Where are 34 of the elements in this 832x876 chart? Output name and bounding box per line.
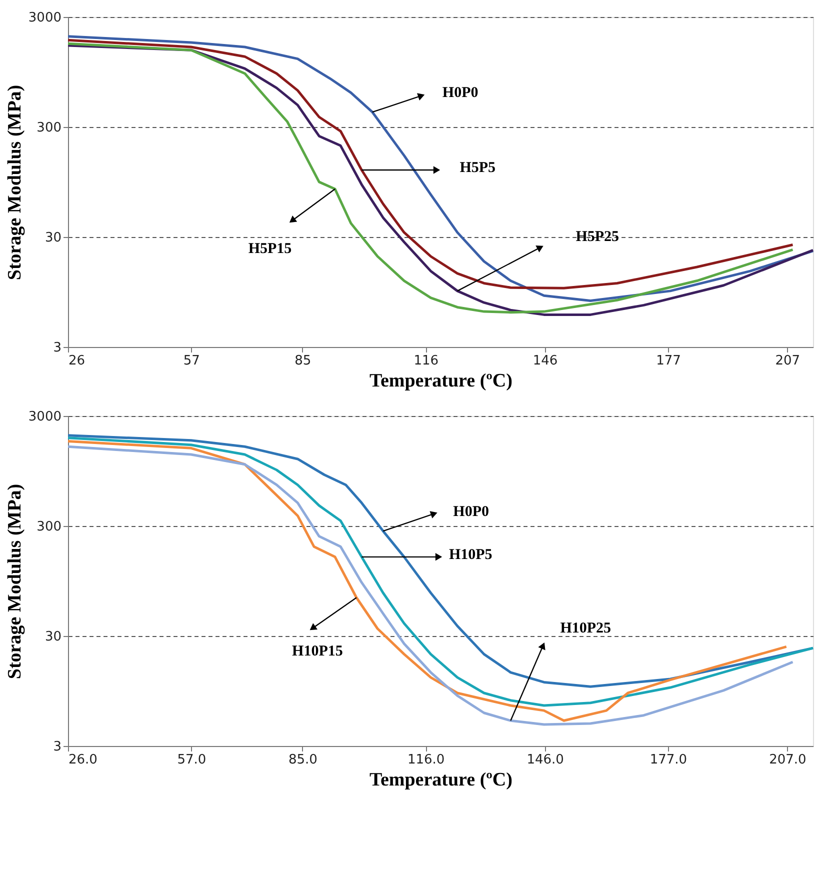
y-tick-label: 300 — [36, 120, 62, 136]
annotation: H5P25 — [576, 228, 620, 245]
x-tick-label: 177 — [656, 354, 681, 368]
annotation: H0P0 — [442, 85, 478, 102]
y-axis-title: Storage Modulus (MPa) — [4, 84, 26, 280]
y-tick-label: 3 — [53, 740, 62, 754]
x-tick-label: 57 — [183, 354, 200, 368]
x-tick-label: 146.0 — [526, 752, 564, 768]
x-tick-label: 207.0 — [769, 752, 806, 768]
y-axis-title: Storage Modulus (MPa) — [4, 484, 26, 680]
y-tick-label: 30 — [44, 230, 62, 246]
x-tick-label: 146 — [532, 354, 558, 368]
annotation: H10P25 — [560, 620, 612, 637]
x-tick-label: 207 — [775, 354, 800, 368]
x-tick-label: 26 — [68, 354, 86, 368]
annotation: H5P5 — [460, 160, 496, 176]
y-tick-label: 3000 — [28, 410, 62, 424]
x-tick-label: 26.0 — [68, 752, 98, 768]
y-tick-label: 30 — [44, 630, 62, 644]
y-tick-label: 3000 — [28, 10, 62, 26]
x-tick-label: 116.0 — [407, 752, 445, 768]
annotation: H0P0 — [453, 504, 490, 520]
y-tick-label: 300 — [36, 520, 62, 534]
x-axis-title: Temperature (ºC) — [370, 770, 512, 790]
y-tick-label: 3 — [53, 340, 62, 356]
x-tick-label: 85.0 — [288, 752, 318, 768]
annotation: H10P15 — [292, 644, 343, 660]
x-tick-label: 116 — [414, 354, 439, 368]
x-axis-title: Temperature (ºC) — [370, 370, 512, 392]
x-tick-label: 85 — [294, 354, 312, 368]
x-tick-label: 57.0 — [177, 752, 206, 768]
annotation: H10P5 — [448, 546, 492, 563]
x-tick-label: 177.0 — [650, 752, 688, 768]
annotation: H5P15 — [248, 240, 292, 257]
